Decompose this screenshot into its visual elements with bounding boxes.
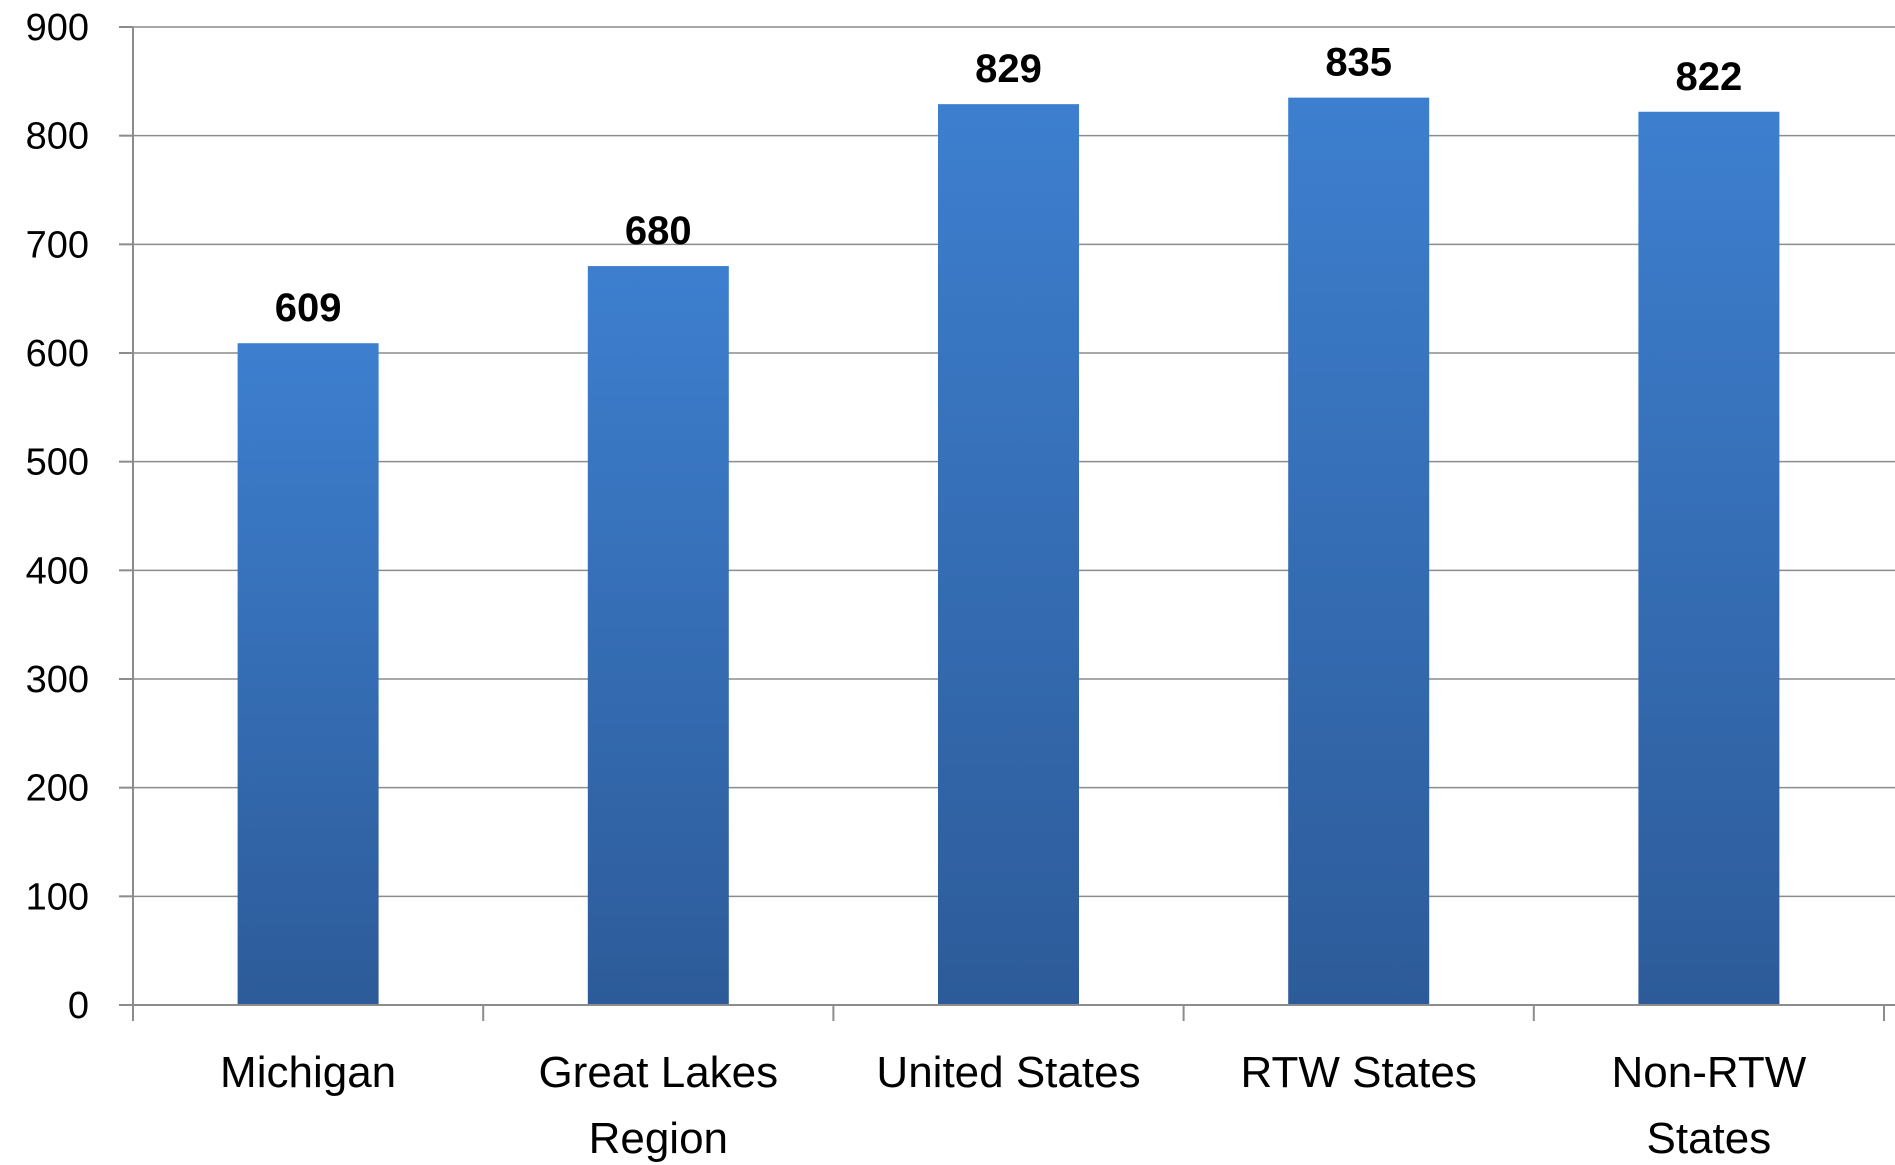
x-category-label: Region [589, 1114, 728, 1163]
y-tick-label: 600 [26, 333, 89, 375]
y-tick-label: 300 [26, 659, 89, 701]
x-category-label: RTW States [1241, 1048, 1477, 1097]
y-tick-label: 700 [26, 224, 89, 266]
data-label: 609 [275, 286, 342, 330]
bar [938, 104, 1079, 1006]
y-tick-label: 500 [26, 442, 89, 484]
bars [237, 97, 1780, 1006]
y-tick-label: 800 [26, 116, 89, 158]
axes [119, 26, 1895, 1021]
x-category-label: Great Lakes [538, 1048, 778, 1097]
y-tick-label: 400 [26, 550, 89, 592]
x-category-label: Non-RTW [1612, 1048, 1807, 1097]
x-category-label: United States [876, 1048, 1140, 1097]
x-category-label: States [1647, 1114, 1772, 1163]
data-label: 829 [975, 47, 1042, 91]
bar [1638, 111, 1780, 1005]
y-tick-label: 200 [26, 768, 89, 810]
bar [587, 266, 729, 1006]
y-tick-label: 900 [26, 7, 89, 49]
y-tick-label: 0 [68, 985, 89, 1027]
labels: 0 100 200 300 400 500 600 700 800 900 609 Michigan 6… [26, 7, 1807, 1163]
data-label: 680 [625, 209, 692, 253]
bar [1288, 97, 1430, 1006]
x-category-label: Michigan [220, 1048, 396, 1097]
data-label: 835 [1325, 41, 1392, 85]
data-label: 822 [1676, 55, 1743, 99]
y-tick-label: 100 [26, 876, 89, 918]
bar [237, 343, 379, 1006]
